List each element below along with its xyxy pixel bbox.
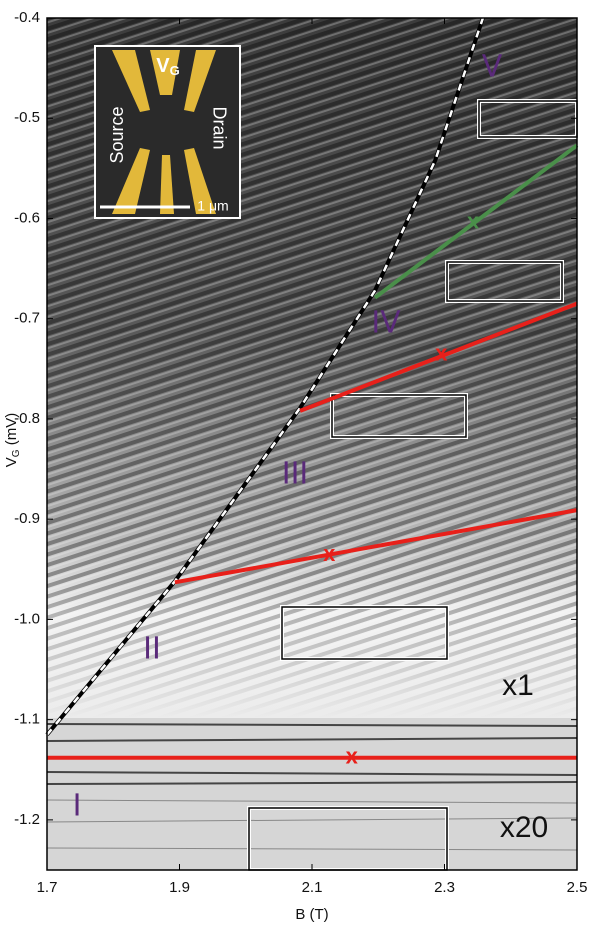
inset-drain: Drain	[209, 106, 229, 149]
y-label-sub: G	[11, 449, 22, 457]
marker: x	[323, 541, 336, 566]
y-tick-label: -0.4	[14, 9, 40, 26]
region-label: II	[143, 632, 161, 667]
line	[45, 17, 485, 736]
region-label: IV	[371, 306, 401, 341]
x-tick-label: 2.1	[302, 879, 323, 896]
line	[174, 508, 578, 585]
y-tick-label: -1.0	[14, 610, 40, 627]
x-tick-label: 1.9	[169, 879, 190, 896]
scale-label: x1	[502, 669, 534, 702]
region-label: III	[282, 457, 309, 492]
line	[299, 301, 578, 413]
inset-gate-label: VG	[156, 55, 179, 78]
y-tick-label: -0.8	[14, 410, 40, 427]
inset-gate: V	[156, 55, 170, 77]
y-tick-label: -0.7	[14, 310, 40, 327]
y-tick-label: -1.1	[14, 711, 40, 728]
y-tick-label: -1.2	[14, 811, 40, 828]
y-label-unit: (mV)	[3, 413, 20, 450]
marker: x	[467, 208, 480, 233]
region-label: V	[482, 50, 503, 85]
x-tick-label: 2.5	[567, 879, 588, 896]
inset-scale: 1 μm	[197, 198, 228, 214]
y-tick-label: -0.9	[14, 510, 40, 527]
marker: x	[435, 341, 448, 366]
x-tick-label: 2.3	[434, 879, 455, 896]
inset-gate-sub: G	[170, 63, 180, 78]
y-tick-label: -0.6	[14, 209, 40, 226]
inset-source: Source	[107, 106, 127, 163]
y-tick-label: -0.5	[14, 109, 40, 126]
line	[373, 143, 579, 300]
y-axis-label: VG (mV)	[3, 413, 22, 467]
inset: VG Source Drain 1 μm	[94, 45, 241, 219]
y-label-main: V	[3, 457, 20, 467]
x-tick-label: 1.7	[37, 879, 58, 896]
region-label: I	[73, 789, 82, 824]
scale-label: x20	[500, 811, 548, 844]
x-axis-label: B (T)	[295, 906, 328, 923]
marker: x	[346, 744, 359, 769]
